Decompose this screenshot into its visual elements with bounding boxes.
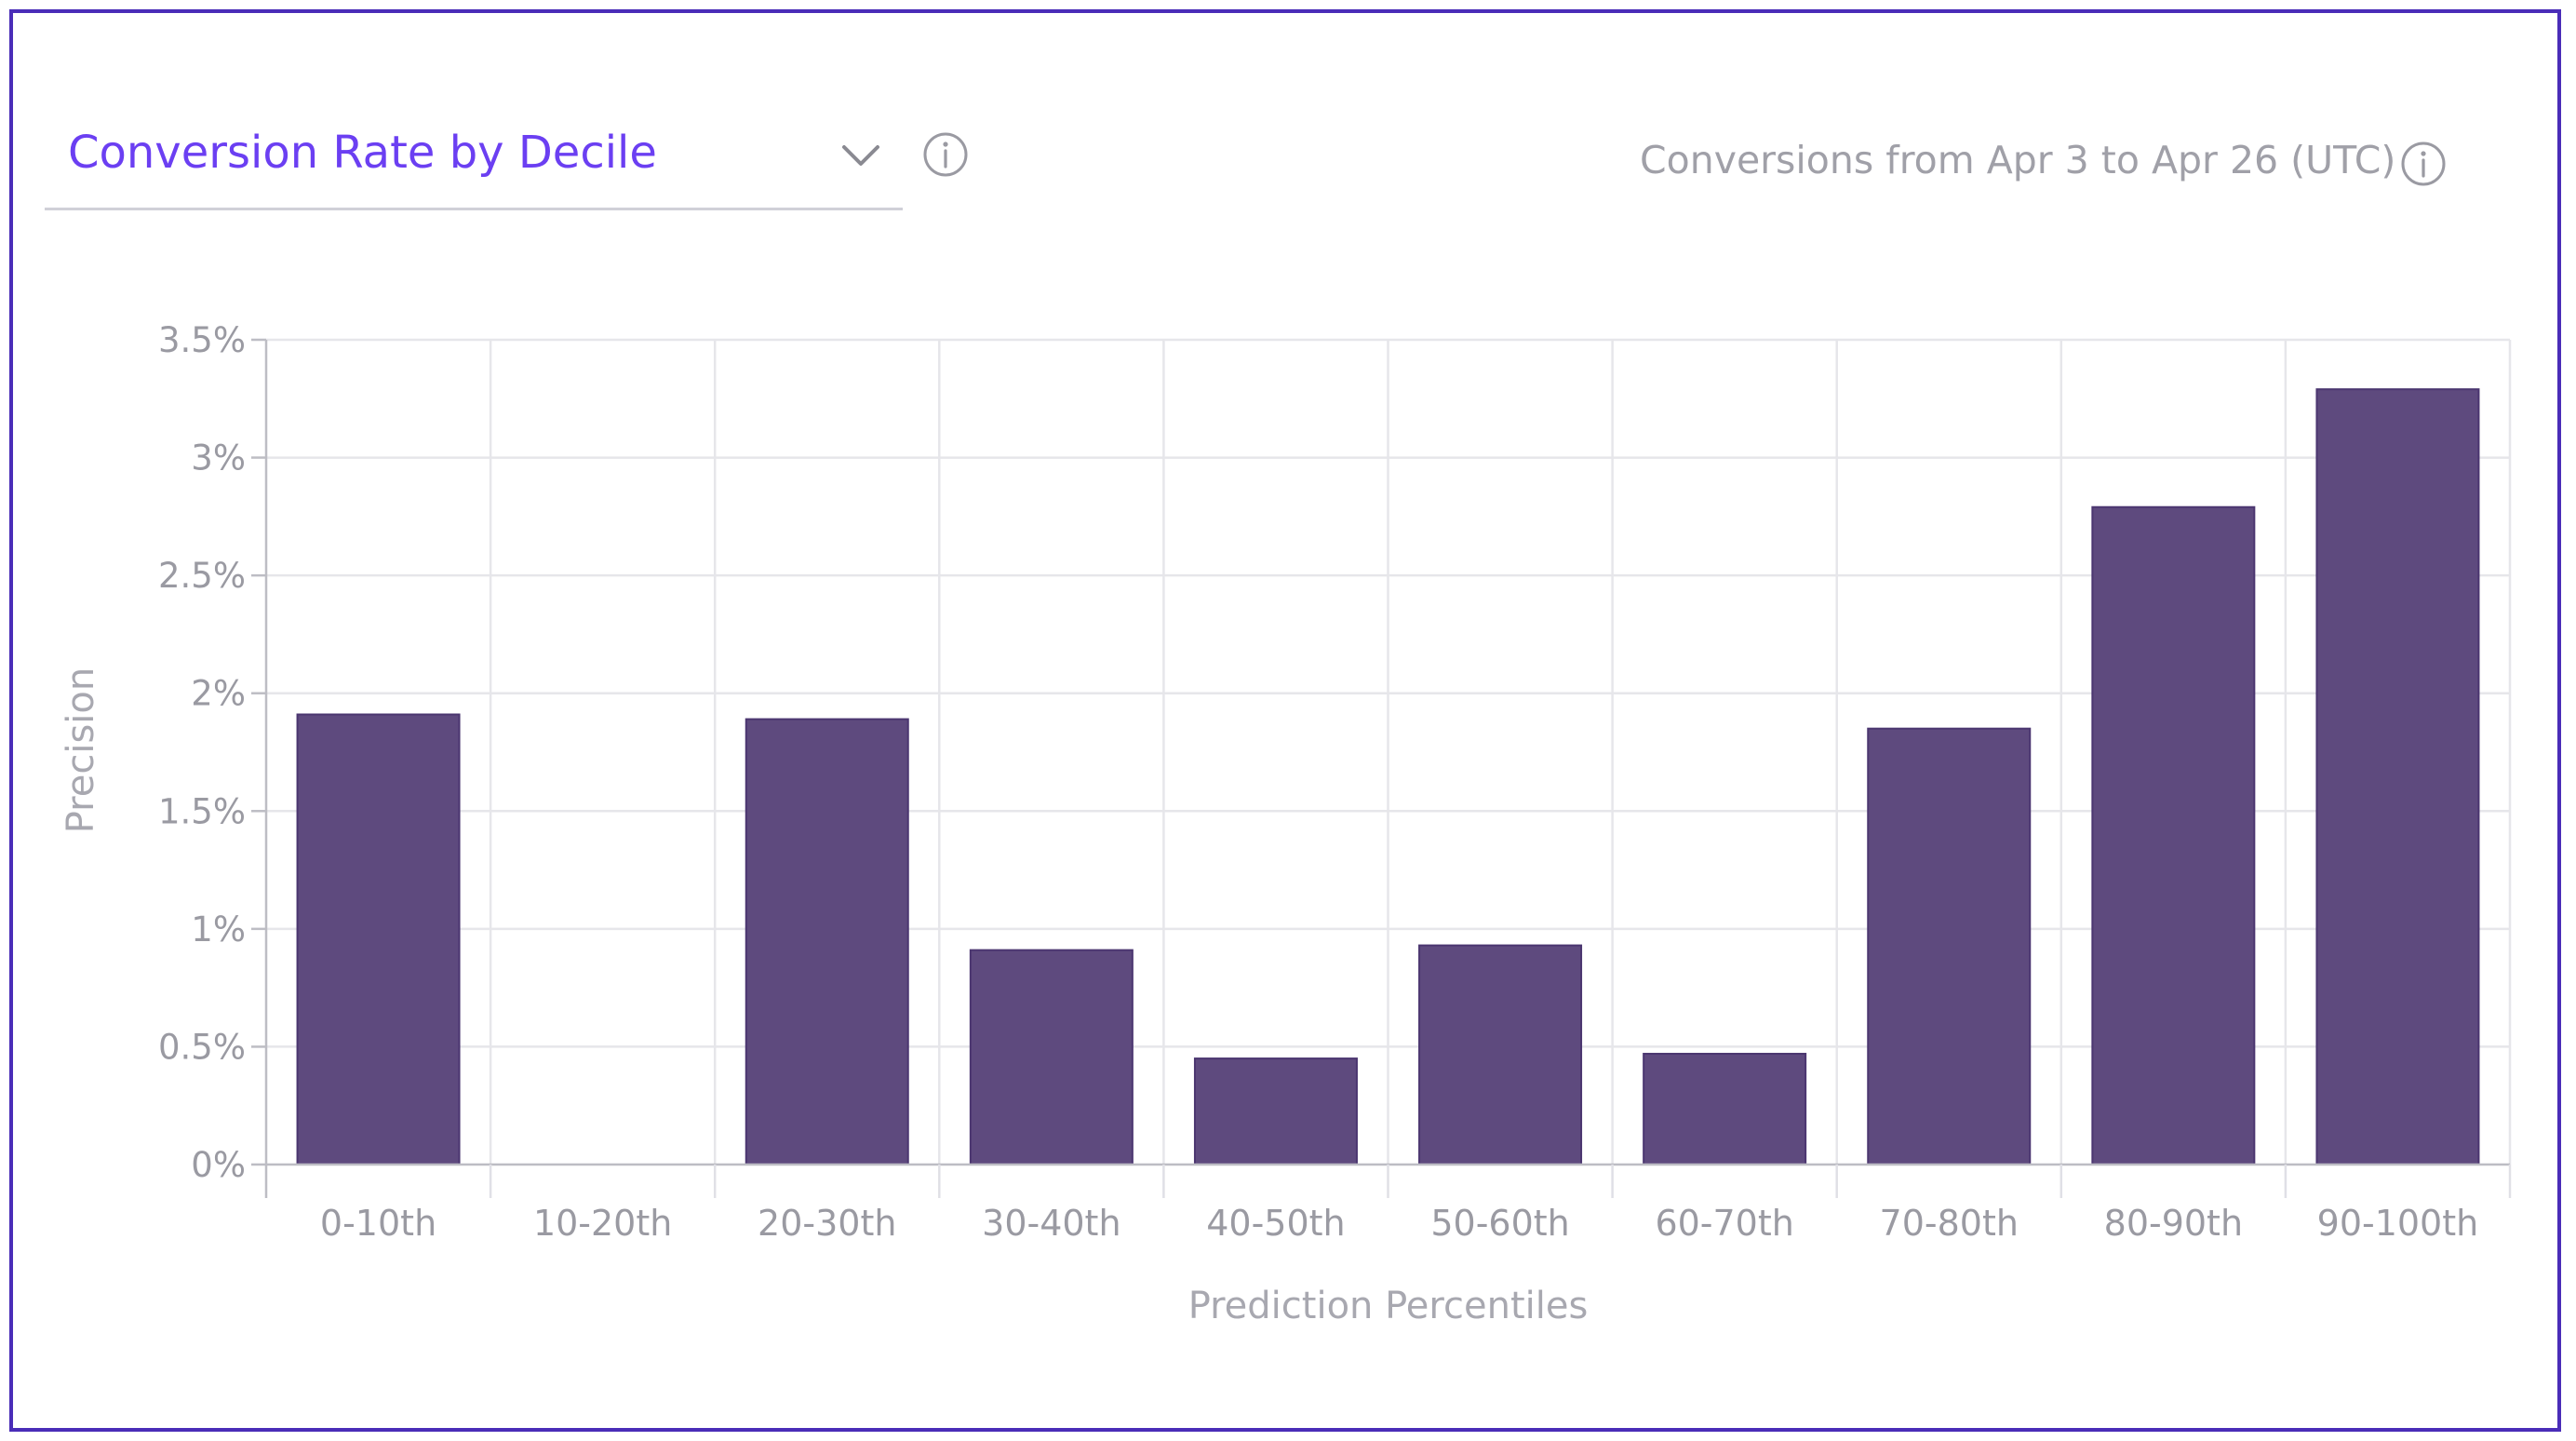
x-tick-label: 30-40th	[982, 1203, 1120, 1244]
y-tick-label: 0.5%	[158, 1027, 246, 1067]
bar	[2315, 388, 2480, 1166]
x-tick-label: 60-70th	[1655, 1203, 1793, 1244]
chart-selector[interactable]: Conversion Rate by Decile	[45, 110, 903, 210]
bar	[1193, 1057, 1358, 1165]
y-tick-label: 1.5%	[158, 791, 246, 831]
bar	[745, 718, 909, 1165]
chart-title: Conversion Rate by Decile	[68, 127, 657, 179]
x-tick-label: 0-10th	[320, 1203, 436, 1244]
bar	[1643, 1053, 1807, 1165]
y-tick-label: 2.5%	[158, 556, 246, 596]
bar	[1418, 944, 1583, 1165]
date-range-label: Conversions from Apr 3 to Apr 26 (UTC)	[1640, 138, 2396, 182]
x-tick-label: 10-20th	[533, 1203, 672, 1244]
y-tick-label: 3%	[191, 438, 246, 478]
y-tick-label: 2%	[191, 674, 246, 714]
chart-axes	[251, 338, 2512, 1198]
y-tick-label: 1%	[191, 909, 246, 949]
bar	[1867, 727, 2032, 1166]
info-icon[interactable]	[2399, 140, 2448, 188]
y-tick-label: 3.5%	[158, 320, 246, 360]
chart-bars	[296, 388, 2480, 1166]
y-tick-label: 0%	[191, 1145, 246, 1185]
x-tick-label: 40-50th	[1206, 1203, 1345, 1244]
x-tick-label: 70-80th	[1880, 1203, 2019, 1244]
x-tick-label: 50-60th	[1430, 1203, 1569, 1244]
x-tick-label: 80-90th	[2104, 1203, 2243, 1244]
bar	[969, 949, 1134, 1166]
chevron-down-icon[interactable]	[839, 138, 883, 175]
x-tick-label: 20-30th	[758, 1203, 896, 1244]
info-icon[interactable]	[921, 130, 970, 179]
chart-labels: 0% 0.5% 1% 1.5% 2% 2.5% 3% 3.5% 0-10th 10-20th 20-…	[158, 320, 2478, 1244]
x-axis-title: Prediction Percentiles	[1188, 1285, 1589, 1327]
x-tick-label: 90-100th	[2317, 1203, 2479, 1244]
bar	[296, 713, 461, 1165]
bar	[2091, 505, 2256, 1165]
y-axis-title: Precision	[60, 667, 102, 833]
